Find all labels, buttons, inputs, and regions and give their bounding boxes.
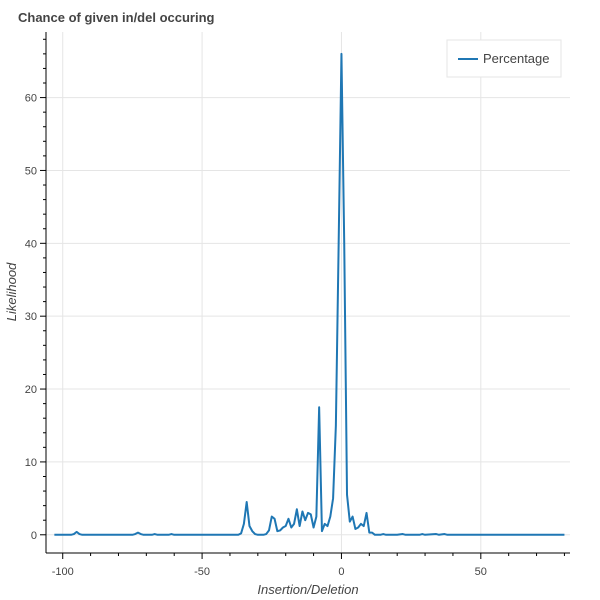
y-tick-label: 10 — [25, 457, 37, 469]
y-grid — [46, 97, 570, 536]
legend-label-percentage: Percentage — [483, 51, 550, 66]
x-tick-label: -50 — [194, 566, 210, 578]
y-axis-ticks: 0 10 20 30 40 50 60 — [25, 38, 46, 542]
y-tick-label: 60 — [25, 93, 37, 105]
x-axis-ticks: -100 -50 0 50 — [52, 553, 565, 578]
legend-box — [446, 39, 562, 78]
x-tick-label: -100 — [52, 566, 74, 578]
chart-title: Chance of given in/del occuring — [18, 10, 215, 25]
x-tick-label: 50 — [475, 566, 487, 578]
y-tick-label: 20 — [25, 384, 37, 396]
series-line-percentage — [54, 52, 565, 536]
legend: Percentage — [446, 39, 562, 78]
x-tick-label: 0 — [338, 566, 344, 578]
y-tick-label: 40 — [25, 238, 37, 250]
y-tick-label: 50 — [25, 165, 37, 177]
y-axis-label: Likelihood — [4, 262, 19, 321]
x-axis-label: Insertion/Deletion — [257, 582, 358, 597]
x-grid — [62, 32, 482, 553]
y-tick-label: 30 — [25, 311, 37, 323]
y-tick-label: 0 — [31, 530, 37, 542]
